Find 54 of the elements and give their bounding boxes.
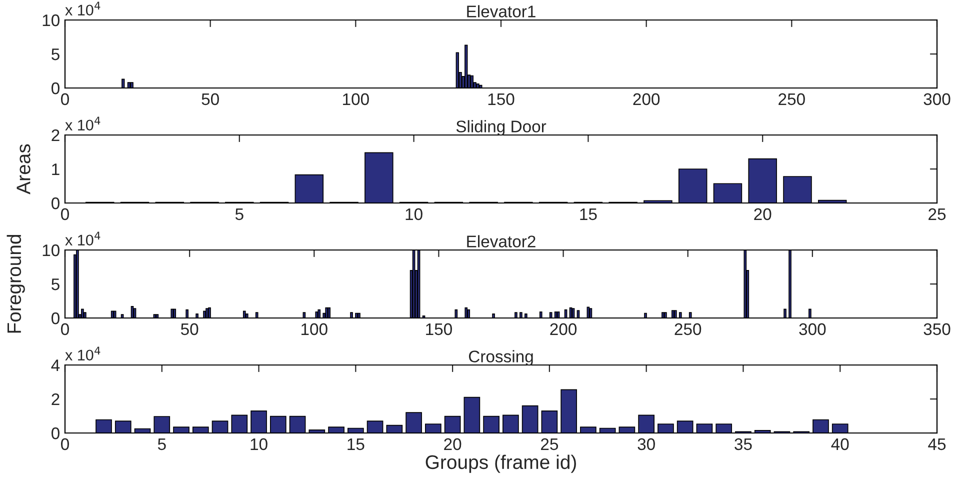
x-tick-label: 10 — [406, 208, 422, 220]
x-tick-label: 250 — [674, 323, 702, 336]
y-tick-label: 5 — [52, 278, 60, 290]
x-tick-label: 40 — [831, 438, 849, 450]
x-tick-label: 15 — [580, 208, 597, 220]
y-tick-label: 10 — [42, 14, 60, 26]
x-tick-label: 150 — [426, 323, 452, 336]
chart-title: Sliding Door — [456, 120, 546, 136]
y-tick-label: 0 — [52, 312, 60, 324]
chart-title: Elevator1 — [467, 5, 536, 18]
x-tick-label: 100 — [343, 93, 369, 106]
x-tick-label: 200 — [550, 323, 577, 336]
chart-title: Crossing — [468, 350, 533, 366]
x-tick-label: 10 — [250, 438, 268, 450]
x-tick-label: 50 — [180, 323, 198, 336]
text: x 10$^{4}$ — [65, 2, 100, 16]
y-tick-label: 5 — [52, 48, 60, 60]
x-tick-label: 30 — [638, 438, 655, 450]
x-tick-label: 50 — [202, 93, 219, 106]
x-tick-label: 200 — [633, 93, 660, 106]
y-tick-label: 1 — [52, 164, 60, 176]
x-tick-label: 20 — [754, 208, 772, 220]
x-tick-label: 300 — [799, 323, 826, 336]
text: x 10$^{4}$ — [65, 116, 100, 131]
x-tick-label: 5 — [158, 438, 166, 450]
x-tick-label: 0 — [61, 93, 69, 106]
x-tick-label: 0 — [61, 208, 69, 220]
x-tick-label: 0 — [61, 323, 69, 336]
x-tick-label: 20 — [444, 438, 462, 450]
x-tick-label: 250 — [778, 93, 805, 106]
x-tick-label: 150 — [488, 93, 514, 106]
x-tick-label: 100 — [302, 323, 328, 336]
y-tick-label: 2 — [52, 129, 60, 142]
x-tick-label: 350 — [924, 323, 950, 336]
y-tick-label: 0 — [52, 82, 60, 94]
chart-title: Elevator2 — [467, 235, 536, 248]
x-tick-label: 5 — [235, 208, 244, 220]
text: x 10$^{4}$ — [65, 232, 100, 246]
x-tick-label: 300 — [924, 93, 950, 106]
x-axis-title: Groups (frame id) — [426, 454, 576, 473]
x-tick-label: 25 — [928, 208, 946, 220]
x-tick-label: 45 — [928, 438, 946, 450]
y-tick-label: 2 — [52, 393, 60, 406]
y-axis-title: Areas — [16, 144, 30, 194]
y-tick-label: 0 — [52, 427, 60, 440]
text: x 10$^{4}$ — [65, 346, 100, 361]
y-tick-label: 4 — [51, 360, 60, 372]
y-tick-label: 0 — [52, 197, 60, 210]
x-tick-label: 25 — [541, 438, 558, 450]
y-tick-label: 10 — [42, 244, 60, 256]
x-tick-label: 0 — [61, 438, 69, 450]
x-tick-label: 15 — [348, 438, 364, 450]
y-axis-title: Foreground — [6, 234, 25, 333]
x-tick-label: 35 — [734, 438, 752, 450]
